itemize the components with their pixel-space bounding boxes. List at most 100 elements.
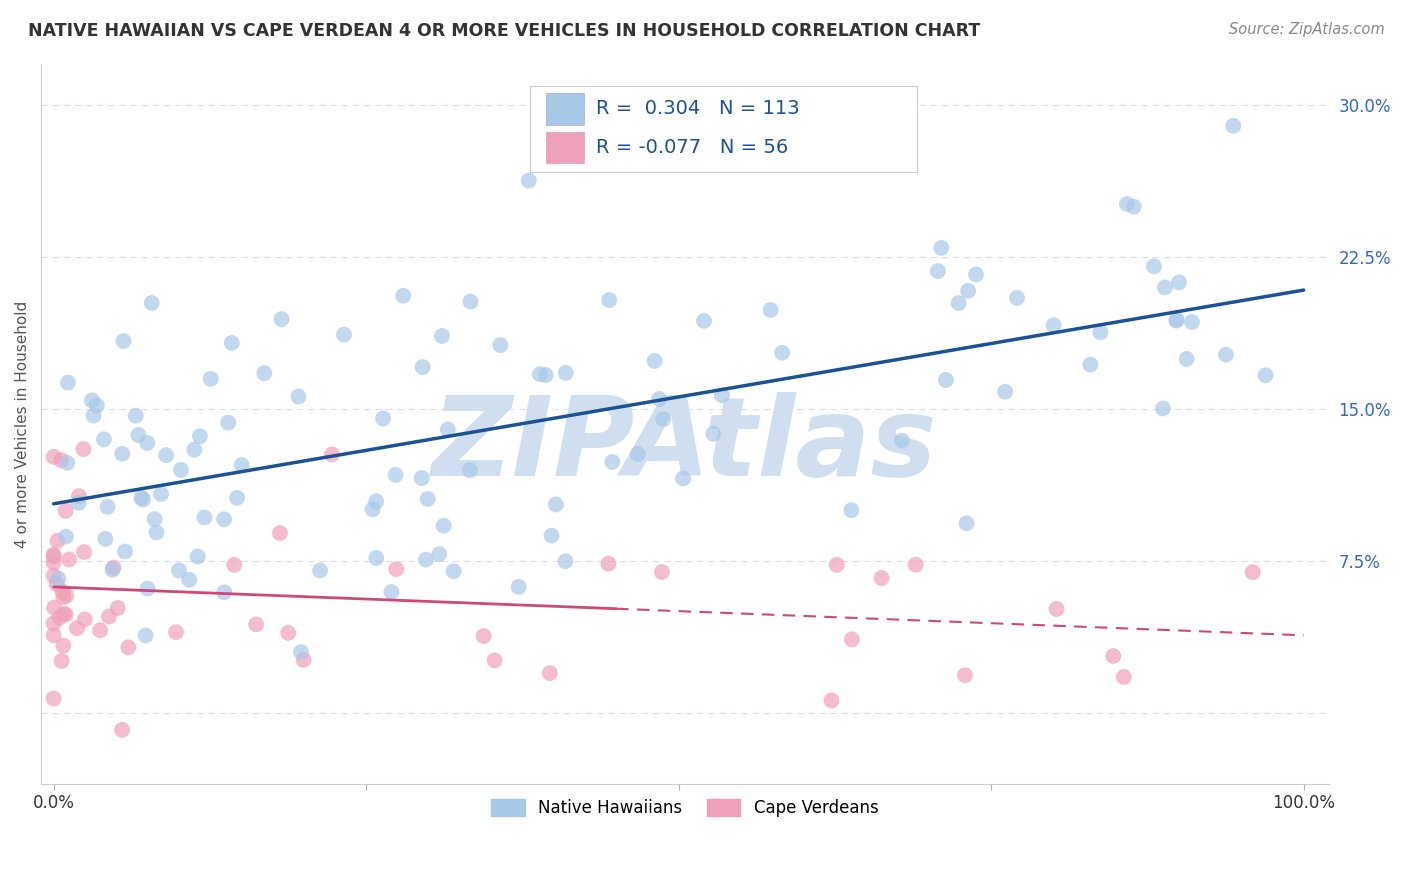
Point [948, 296, 970, 310]
Point [472, 629, 495, 643]
Point [1215, 348, 1237, 362]
Point [269, 526, 291, 541]
Point [927, 264, 949, 278]
Point [929, 241, 952, 255]
Point [529, 367, 551, 381]
Point [117, 640, 139, 655]
Point [651, 565, 673, 579]
Point [644, 354, 666, 368]
Point [672, 471, 695, 485]
Point [45, 577, 67, 591]
Point [935, 373, 957, 387]
Point [131, 491, 153, 505]
Point [652, 412, 675, 426]
Text: ZIPAtlas: ZIPAtlas [432, 392, 938, 499]
Point [200, 372, 222, 386]
Point [112, 334, 135, 348]
Point [371, 411, 394, 425]
Point [42, 616, 65, 631]
Point [56, 456, 79, 470]
Point [1090, 326, 1112, 340]
Point [136, 582, 159, 596]
Point [841, 632, 863, 647]
Point [957, 284, 980, 298]
Point [52, 591, 75, 605]
Point [83, 409, 105, 423]
Point [42, 568, 65, 582]
Point [534, 368, 557, 382]
Point [42, 628, 65, 642]
Point [111, 447, 134, 461]
Point [125, 409, 148, 423]
Point [221, 335, 243, 350]
Point [165, 625, 187, 640]
Point [80, 393, 103, 408]
Point [72, 442, 94, 457]
Point [42, 691, 65, 706]
Text: NATIVE HAWAIIAN VS CAPE VERDEAN 4 OR MORE VEHICLES IN HOUSEHOLD CORRELATION CHAR: NATIVE HAWAIIAN VS CAPE VERDEAN 4 OR MOR… [28, 22, 980, 40]
Point [1181, 315, 1204, 329]
Point [89, 624, 111, 638]
Point [443, 565, 465, 579]
Point [136, 436, 159, 450]
Point [277, 626, 299, 640]
Point [290, 645, 312, 659]
Point [489, 338, 512, 352]
Point [693, 314, 716, 328]
Point [42, 549, 65, 564]
Point [1175, 351, 1198, 366]
Point [460, 294, 482, 309]
Point [66, 621, 89, 635]
Point [1080, 358, 1102, 372]
Point [127, 428, 149, 442]
Point [193, 510, 215, 524]
Point [224, 558, 246, 572]
Point [42, 556, 65, 570]
Point [67, 489, 90, 503]
Point [51, 654, 73, 668]
Point [1166, 313, 1188, 327]
Point [600, 455, 623, 469]
Point [135, 628, 157, 642]
Point [366, 494, 388, 508]
Point [149, 487, 172, 501]
Point [245, 617, 267, 632]
Point [430, 329, 453, 343]
Point [648, 392, 671, 406]
Text: Source: ZipAtlas.com: Source: ZipAtlas.com [1229, 22, 1385, 37]
Point [212, 512, 235, 526]
Point [1168, 276, 1191, 290]
Point [143, 512, 166, 526]
Point [167, 564, 190, 578]
Point [188, 429, 211, 443]
Point [384, 467, 406, 482]
Point [111, 723, 134, 737]
Point [1166, 312, 1188, 326]
Point [538, 666, 561, 681]
Point [46, 572, 69, 586]
Point [287, 390, 309, 404]
Point [710, 388, 733, 402]
Point [86, 398, 108, 412]
Point [433, 518, 456, 533]
Point [321, 447, 343, 461]
Point [231, 458, 253, 472]
Point [97, 500, 120, 514]
Point [55, 530, 77, 544]
Point [820, 693, 842, 707]
Point [107, 601, 129, 615]
Point [55, 607, 77, 622]
Point [52, 607, 75, 621]
Point [141, 296, 163, 310]
Point [598, 293, 620, 307]
Point [292, 653, 315, 667]
Point [484, 653, 506, 667]
Point [544, 498, 567, 512]
Point [1042, 318, 1064, 333]
Point [540, 528, 562, 542]
Point [517, 173, 540, 187]
Point [132, 492, 155, 507]
Point [1045, 602, 1067, 616]
Point [598, 557, 620, 571]
Point [187, 549, 209, 564]
